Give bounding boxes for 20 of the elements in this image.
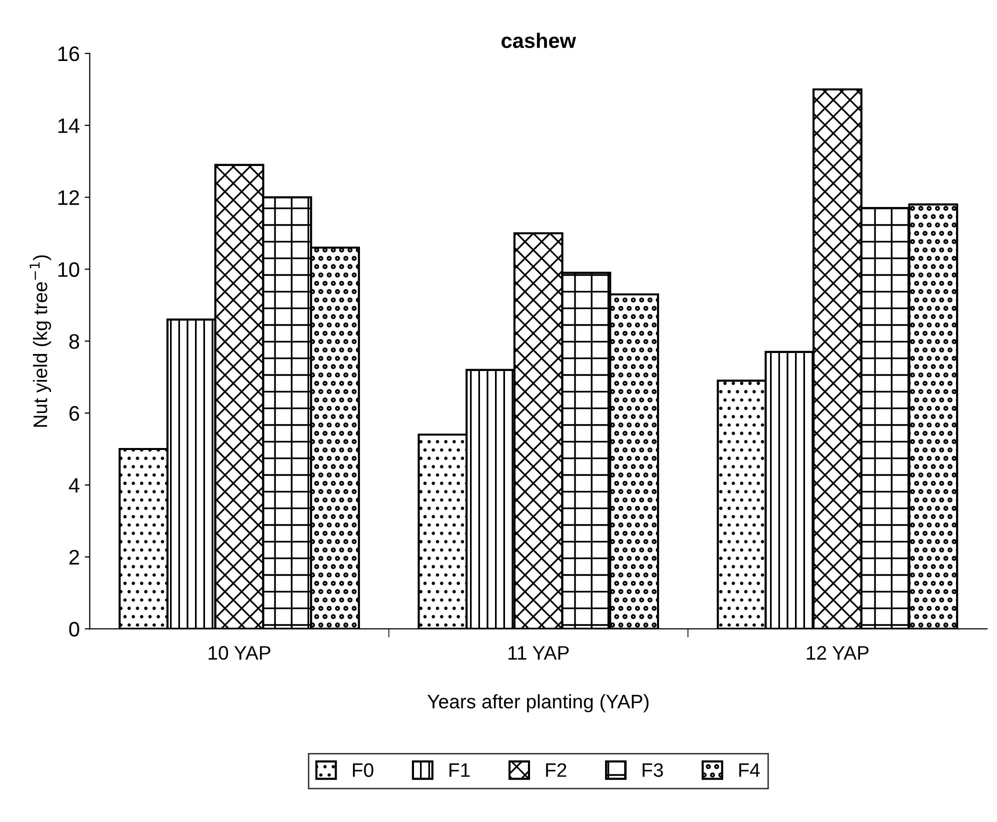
y-tick-label: 8 [69, 334, 80, 349]
legend-label: F4 [739, 763, 760, 777]
x-tick-label: 10 YAP [208, 646, 270, 660]
x-axis-title: Years after planting (YAP) [427, 694, 649, 712]
y-tick-label: 16 [58, 46, 80, 62]
legend-label: F3 [642, 763, 663, 777]
y-tick-label: 14 [58, 118, 80, 133]
x-tick-label: 11 YAP [508, 646, 569, 660]
legend-label: F0 [352, 763, 374, 777]
y-tick-label: 12 [58, 190, 79, 205]
legend-label: F2 [546, 763, 566, 777]
chart-title: cashew [502, 32, 576, 48]
y-tick-label: 6 [69, 406, 80, 421]
y-tick-label: 10 [58, 262, 80, 277]
y-tick-label: 4 [68, 478, 80, 493]
y-axis-title: Nut yield (kg tree$^{−1}$) [30, 255, 52, 427]
y-tick-label: 2 [69, 550, 79, 564]
x-tick-label: 12 YAP [806, 646, 869, 660]
legend-label: F1 [450, 763, 470, 777]
y-tick-label: 0 [69, 622, 80, 637]
